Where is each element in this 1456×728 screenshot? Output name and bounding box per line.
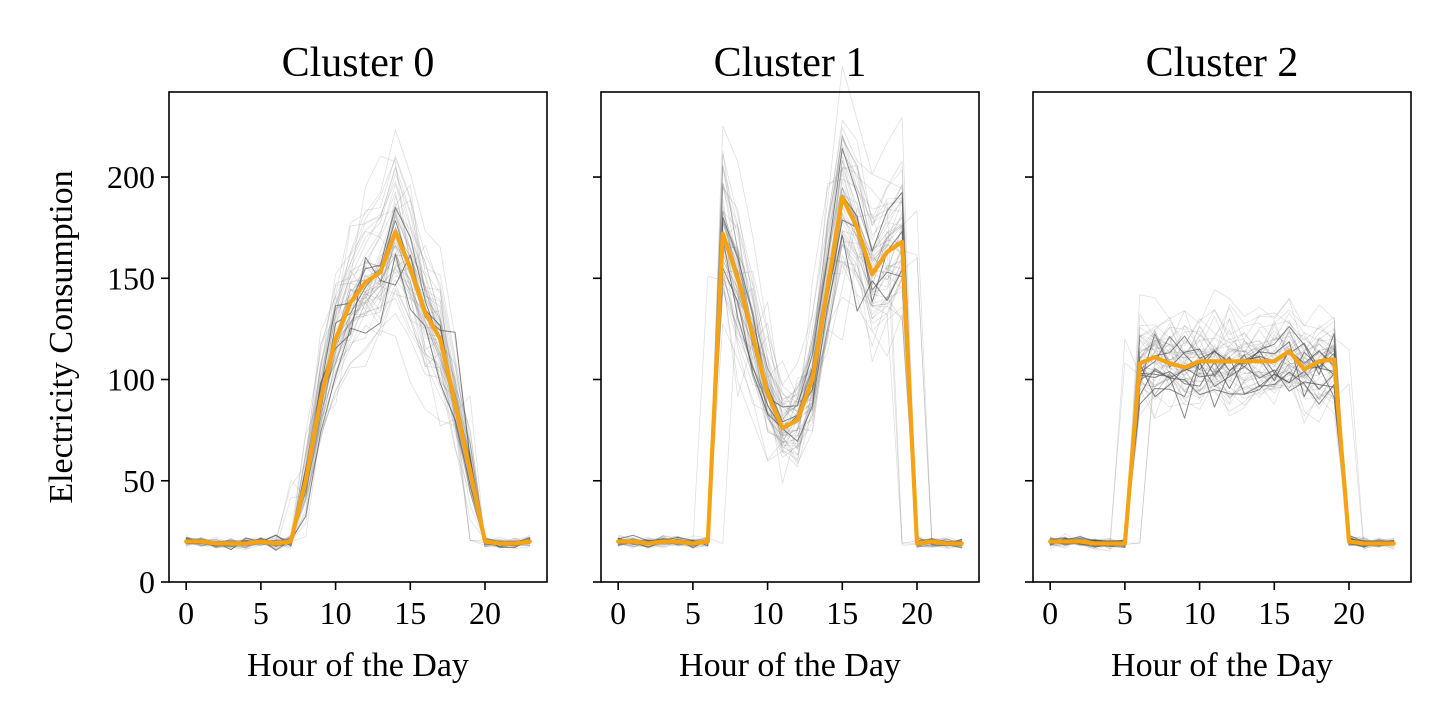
profile-line bbox=[617, 236, 963, 547]
centroid-series bbox=[184, 229, 532, 546]
x-tick-label: 10 bbox=[752, 595, 784, 631]
x-tick-label: 20 bbox=[469, 595, 501, 631]
y-tick-label: 200 bbox=[107, 159, 155, 195]
background-profiles bbox=[1049, 289, 1395, 552]
x-tick-label: 10 bbox=[320, 595, 352, 631]
x-tick-label: 10 bbox=[1184, 595, 1216, 631]
profile-line bbox=[617, 65, 963, 546]
panel-title: Cluster 1 bbox=[714, 40, 867, 86]
x-tick-label: 0 bbox=[1042, 595, 1058, 631]
centroid-line bbox=[616, 195, 964, 546]
profile-line bbox=[185, 209, 531, 548]
centroid-series bbox=[616, 195, 964, 546]
x-tick-label: 15 bbox=[826, 595, 858, 631]
x-tick-label: 5 bbox=[1117, 595, 1133, 631]
profile-line bbox=[185, 181, 531, 547]
y-tick-label: 100 bbox=[107, 362, 155, 398]
y-axis-label: Electricity Consumption bbox=[43, 170, 80, 503]
x-tick-label: 15 bbox=[394, 595, 426, 631]
centroid-line bbox=[184, 229, 532, 546]
x-tick-label: 20 bbox=[901, 595, 933, 631]
profile-line bbox=[1049, 298, 1395, 549]
profile-line bbox=[185, 184, 531, 545]
y-tick-label: 0 bbox=[139, 564, 155, 600]
x-tick-label: 20 bbox=[1333, 595, 1365, 631]
profile-line bbox=[1049, 351, 1395, 548]
panel-title: Cluster 0 bbox=[282, 40, 435, 86]
profile-line bbox=[617, 119, 963, 548]
axes-frame bbox=[168, 91, 548, 583]
panel-cluster-0: Cluster 0 Electricity Consumption Hour o… bbox=[43, 40, 548, 684]
x-axis-label: Hour of the Day bbox=[679, 647, 901, 684]
x-tick-label: 0 bbox=[610, 595, 626, 631]
profile-line bbox=[185, 157, 531, 547]
x-tick-label: 5 bbox=[685, 595, 701, 631]
centroid-line bbox=[1048, 349, 1396, 546]
profile-line bbox=[185, 329, 531, 549]
x-tick-label: 0 bbox=[178, 595, 194, 631]
x-tick-label: 15 bbox=[1258, 595, 1290, 631]
x-tick-label: 5 bbox=[253, 595, 269, 631]
axis-ticks: 0 5 10 15 20 bbox=[1025, 176, 1365, 631]
background-profiles bbox=[185, 129, 531, 552]
profile-line bbox=[185, 129, 531, 549]
profile-line bbox=[185, 155, 531, 549]
profile-line bbox=[185, 285, 531, 549]
background-profiles bbox=[617, 65, 963, 550]
profile-line bbox=[185, 167, 531, 548]
profile-line bbox=[185, 166, 531, 547]
panel-title: Cluster 2 bbox=[1146, 40, 1299, 86]
axes-frame bbox=[600, 91, 980, 583]
centroid-series bbox=[1048, 349, 1396, 546]
profile-line bbox=[185, 261, 531, 549]
x-axis-label: Hour of the Day bbox=[1111, 647, 1333, 684]
profile-line bbox=[1049, 289, 1395, 548]
profile-line bbox=[185, 155, 531, 546]
x-axis-label: Hour of the Day bbox=[247, 647, 469, 684]
y-tick-label: 150 bbox=[107, 260, 155, 296]
profile-line bbox=[617, 127, 963, 547]
axis-ticks: 0 5 10 15 20 bbox=[593, 176, 933, 631]
axes-frame bbox=[1032, 91, 1412, 583]
profile-line bbox=[185, 287, 531, 546]
panel-cluster-1: Cluster 1 Hour of the Day 0 5 10 15 20 bbox=[593, 40, 980, 684]
profile-line bbox=[1049, 315, 1395, 547]
panel-cluster-2: Cluster 2 Hour of the Day 0 5 10 15 20 bbox=[1025, 40, 1412, 684]
profile-line bbox=[617, 296, 963, 546]
y-tick-label: 50 bbox=[123, 463, 155, 499]
